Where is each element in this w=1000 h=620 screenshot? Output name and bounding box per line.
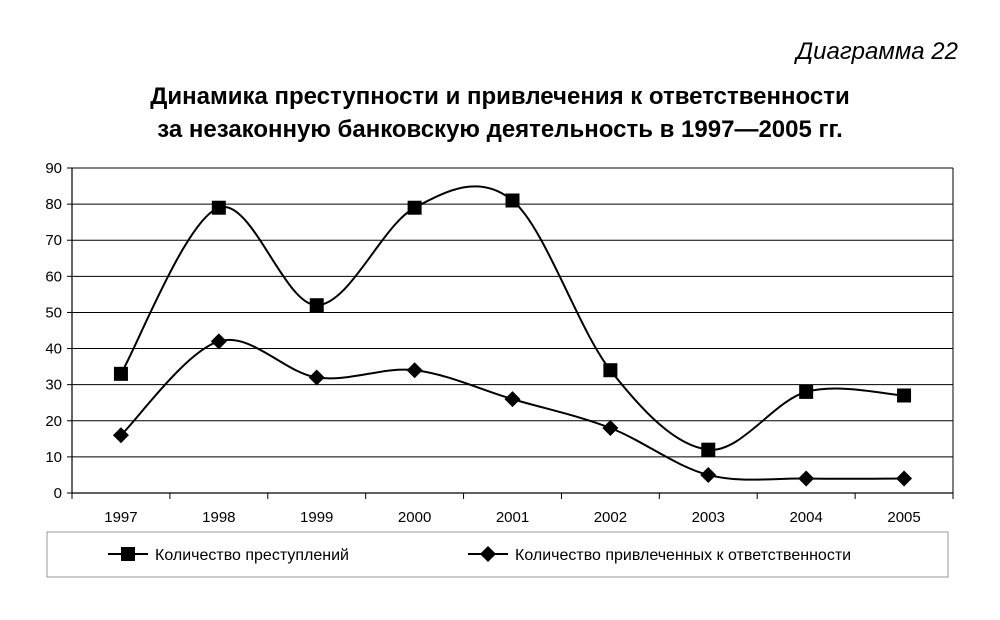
series-1-point-1998 [211, 200, 226, 215]
legend-label-2: Количество привлеченных к ответственност… [515, 547, 851, 564]
series-1-point-1999 [309, 298, 324, 313]
y-tick-label-0: 0 [54, 485, 62, 502]
y-tick-label-80: 80 [45, 196, 62, 213]
legend-label-1: Количество преступлений [155, 547, 349, 564]
series-1-point-2003 [701, 442, 716, 457]
series-2-point-2002 [602, 420, 619, 436]
y-tick-label-20: 20 [45, 413, 62, 430]
series-lines [120, 185, 905, 481]
series-2-point-1998 [210, 333, 227, 350]
x-tick-label-2002: 2002 [594, 509, 627, 526]
series-markers [112, 193, 913, 487]
series-1-point-2001 [505, 193, 520, 208]
x-tick-label-1999: 1999 [300, 509, 333, 526]
series-1-point-2000 [407, 200, 422, 215]
x-tick-label-1998: 1998 [202, 509, 235, 526]
x-tick-label-2004: 2004 [789, 509, 822, 526]
series-2-point-1997 [112, 427, 129, 444]
x-tick-label-2001: 2001 [496, 509, 529, 526]
axes [71, 168, 954, 494]
legend: Количество преступлений Количество привле… [46, 531, 949, 578]
x-tick-label-2000: 2000 [398, 509, 431, 526]
legend-marker-1 [121, 547, 135, 561]
legend-marker-2 [480, 546, 496, 562]
series-1-point-2002 [603, 363, 618, 378]
x-tick-label-1997: 1997 [104, 509, 137, 526]
y-tick-label-50: 50 [45, 304, 62, 321]
gridlines [72, 167, 953, 458]
x-axis-ticks: 1997 1998 1999 2000 2001 2002 2003 2004 2005 [71, 493, 954, 526]
y-tick-label-90: 90 [45, 160, 62, 177]
series-2-point-1999 [308, 369, 325, 386]
series-2-point-2004 [798, 470, 815, 487]
series-line-1 [120, 185, 905, 451]
x-tick-label-2003: 2003 [692, 509, 725, 526]
series-2-point-2001 [504, 391, 521, 408]
y-tick-label-10: 10 [45, 449, 62, 466]
y-axis-ticks: 0 10 20 30 40 50 60 70 80 90 [45, 160, 72, 502]
y-tick-label-40: 40 [45, 341, 62, 358]
legend-box [46, 531, 949, 578]
series-line-2 [120, 338, 905, 481]
chart-title-line-1: Динамика преступности и привлечения к от… [150, 83, 850, 110]
y-tick-label-70: 70 [45, 232, 62, 249]
series-2-point-2003 [700, 466, 717, 483]
y-tick-label-60: 60 [45, 268, 62, 285]
series-1-point-1997 [113, 366, 128, 381]
series-2-point-2005 [896, 470, 913, 487]
chart-title: Динамика преступности и привлечения к от… [0, 80, 1000, 146]
diagram-number-label: Диаграмма 22 [796, 38, 958, 65]
series-2-point-2000 [406, 362, 423, 379]
x-tick-label-2005: 2005 [887, 509, 920, 526]
series-1-point-2005 [897, 388, 912, 403]
y-tick-label-30: 30 [45, 377, 62, 394]
chart-title-line-2: за незаконную банковскую деятельность в … [157, 116, 843, 143]
series-1-point-2004 [799, 384, 814, 399]
